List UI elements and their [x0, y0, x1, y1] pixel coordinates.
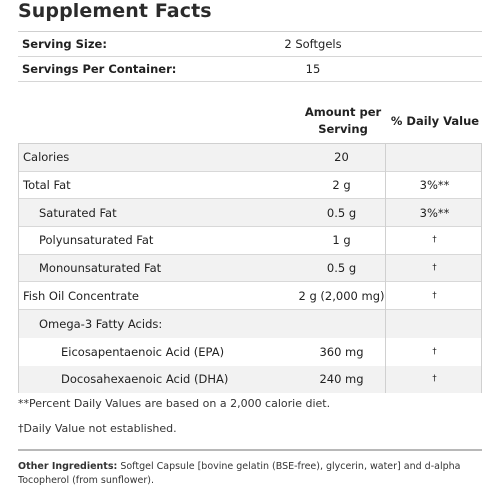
- nutrient-row: Docosahexaenoic Acid (DHA) 240 mg †: [19, 365, 481, 394]
- nutrient-name: Eicosapentaenoic Acid (EPA): [61, 344, 225, 359]
- column-divider: [385, 143, 386, 393]
- nutrient-name: Docosahexaenoic Acid (DHA): [61, 372, 229, 387]
- nutrient-amount: 0.5 g: [326, 205, 357, 220]
- nutrient-table: Calories 20 Total Fat 2 g 3%** Saturated Fat 0…: [18, 143, 482, 394]
- nutrient-amount: 2 g: [332, 178, 351, 193]
- serving-size-value: 2 Softgels: [284, 37, 342, 51]
- percent-daily-value-footnote: **Percent Daily Values are based on a 2,…: [18, 397, 331, 410]
- serving-size-label: Serving Size:: [22, 37, 107, 51]
- nutrient-table-header: Amount per Serving % Daily Value: [18, 101, 482, 141]
- other-ingredients: Other Ingredients: Softgel Capsule [bovi…: [18, 460, 482, 488]
- servings-per-container-value: 15: [305, 62, 321, 76]
- servings-per-container-label: Servings Per Container:: [22, 62, 177, 76]
- nutrient-amount: 1 g: [332, 233, 351, 248]
- nutrient-name: Monounsaturated Fat: [39, 261, 162, 276]
- nutrient-daily-value: †: [432, 235, 437, 246]
- nutrient-daily-value: 3%**: [419, 178, 450, 193]
- nutrient-row: Calories 20: [19, 144, 481, 172]
- nutrient-daily-value: †: [432, 346, 437, 357]
- nutrient-row: Omega-3 Fatty Acids:: [19, 310, 481, 338]
- nutrient-amount: 0.5 g: [326, 261, 357, 276]
- nutrient-row: Polyunsaturated Fat 1 g †: [19, 227, 481, 255]
- amount-per-serving-header: Amount per Serving: [304, 105, 382, 136]
- nutrient-row: Saturated Fat 0.5 g 3%**: [19, 199, 481, 228]
- nutrient-daily-value: [386, 144, 483, 171]
- nutrient-name: Saturated Fat: [39, 205, 117, 220]
- daily-value-not-established-footnote: †Daily Value not established.: [18, 422, 177, 435]
- nutrient-daily-value: [386, 310, 483, 338]
- nutrient-row: Monounsaturated Fat 0.5 g †: [19, 254, 481, 283]
- nutrient-name: Total Fat: [23, 178, 71, 193]
- nutrient-name: Omega-3 Fatty Acids:: [39, 317, 163, 332]
- footer-divider: [18, 449, 482, 451]
- daily-value-header: % Daily Value: [390, 114, 480, 128]
- nutrient-amount: 2 g (2,000 mg): [298, 288, 385, 303]
- nutrient-name: Polyunsaturated Fat: [39, 233, 154, 248]
- nutrient-amount: 240 mg: [319, 372, 364, 387]
- nutrient-amount: 20: [334, 150, 349, 165]
- nutrient-daily-value: †: [432, 374, 437, 385]
- nutrient-daily-value: 3%**: [419, 205, 450, 220]
- title-divider: [18, 31, 482, 32]
- nutrient-row: Total Fat 2 g 3%**: [19, 172, 481, 200]
- panel-title: Supplement Facts: [18, 0, 212, 22]
- nutrient-row: Eicosapentaenoic Acid (EPA) 360 mg †: [19, 338, 481, 366]
- serving-size-row: Serving Size: 2 Softgels: [18, 32, 482, 57]
- nutrient-row: Fish Oil Concentrate 2 g (2,000 mg) †: [19, 283, 481, 311]
- other-ingredients-text: Softgel Capsule [bovine gelatin (BSE-fre…: [18, 461, 461, 486]
- nutrient-daily-value: †: [432, 263, 437, 274]
- other-ingredients-label: Other Ingredients:: [18, 461, 118, 472]
- servings-per-container-row: Servings Per Container: 15: [18, 57, 482, 82]
- nutrient-daily-value: †: [432, 290, 437, 301]
- nutrient-name: Calories: [23, 150, 70, 165]
- nutrient-name: Fish Oil Concentrate: [23, 288, 139, 303]
- nutrient-amount: 360 mg: [319, 344, 364, 359]
